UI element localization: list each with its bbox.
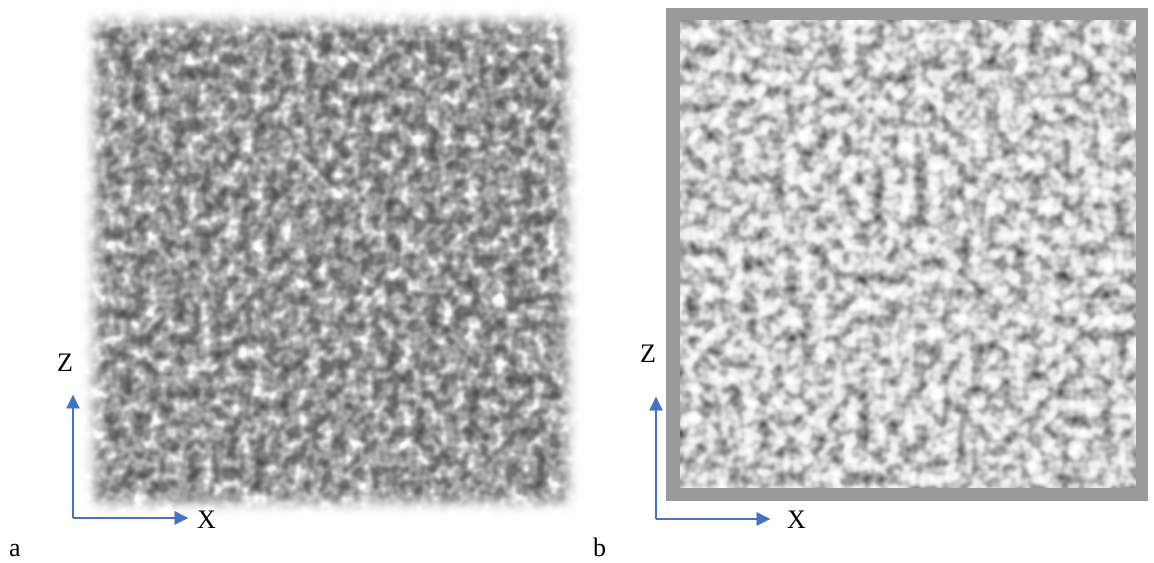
panel-b: Z X b xyxy=(593,8,1148,562)
panel-label: b xyxy=(593,533,606,562)
axis-label: X xyxy=(197,505,216,534)
axis-label: Z xyxy=(57,348,73,377)
axis-label: X xyxy=(787,505,806,534)
image xyxy=(680,20,1136,488)
panel-label: a xyxy=(9,533,21,562)
axis-label: Z xyxy=(640,339,656,368)
image xyxy=(95,22,567,502)
panel-a: Z X a xyxy=(9,22,567,562)
